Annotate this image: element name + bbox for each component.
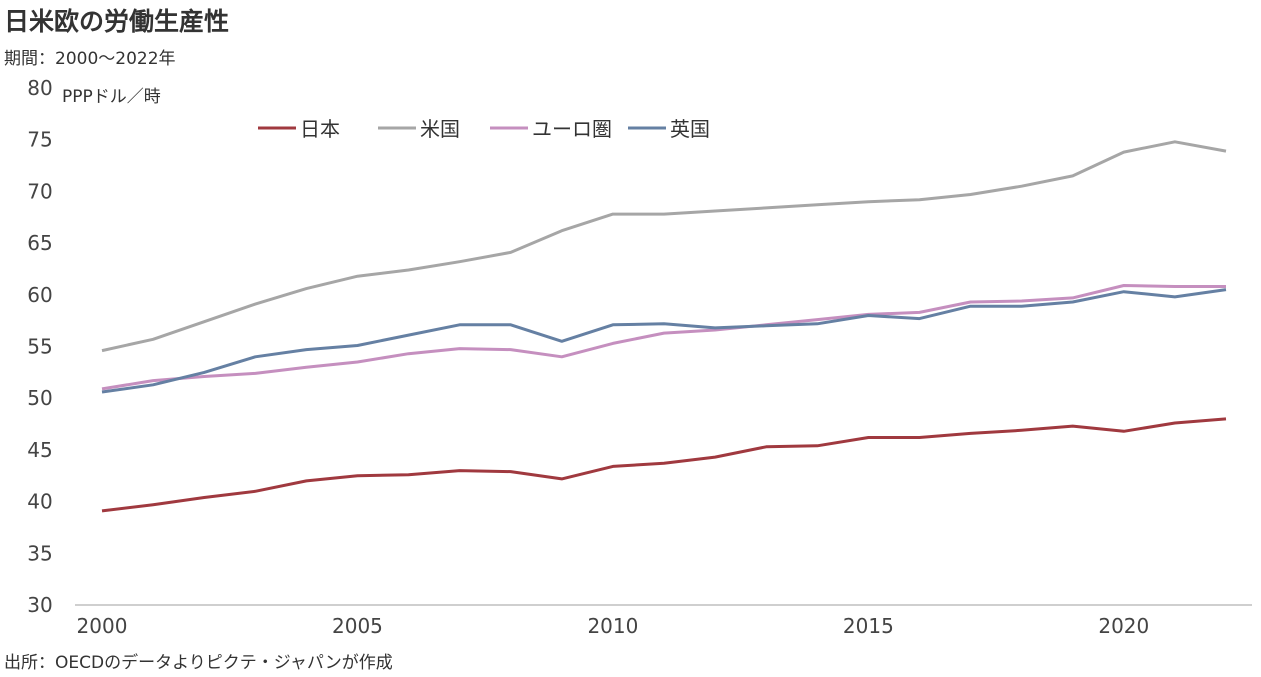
series-line-1 bbox=[101, 140, 1227, 353]
y-tick-label: 30 bbox=[27, 593, 52, 617]
chart-title: 日米欧の労働生産性 bbox=[4, 7, 230, 36]
x-tick-label: 2010 bbox=[587, 614, 638, 638]
legend-label: 英国 bbox=[670, 117, 710, 141]
series-line-2 bbox=[101, 284, 1226, 391]
y-tick-label: 80 bbox=[27, 76, 52, 100]
legend-label: 日本 bbox=[300, 117, 340, 141]
y-tick-label: 35 bbox=[27, 541, 52, 565]
y-tick-label: 45 bbox=[27, 438, 52, 462]
series-line-0 bbox=[101, 417, 1227, 513]
y-tick-label: 65 bbox=[27, 231, 52, 255]
source-note: 出所：OECDのデータよりピクテ・ジャパンが作成 bbox=[4, 653, 393, 673]
y-tick-label: 55 bbox=[27, 335, 52, 359]
series-line-3 bbox=[101, 288, 1227, 394]
legend-label: 米国 bbox=[420, 117, 460, 141]
y-tick-label: 50 bbox=[27, 386, 52, 410]
y-tick-label: 60 bbox=[27, 283, 52, 307]
x-tick-label: 2020 bbox=[1098, 614, 1149, 638]
y-tick-label: 70 bbox=[27, 179, 52, 203]
x-tick-label: 2000 bbox=[77, 614, 128, 638]
x-tick-label: 2005 bbox=[332, 614, 383, 638]
y-axis-unit-label: PPPドル／時 bbox=[62, 87, 161, 107]
chart-subtitle: 期間：2000～2022年 bbox=[4, 49, 176, 69]
x-tick-label: 2015 bbox=[843, 614, 894, 638]
y-tick-label: 40 bbox=[27, 490, 52, 514]
y-tick-label: 75 bbox=[27, 128, 52, 152]
legend-label: ユーロ圏 bbox=[532, 117, 612, 141]
